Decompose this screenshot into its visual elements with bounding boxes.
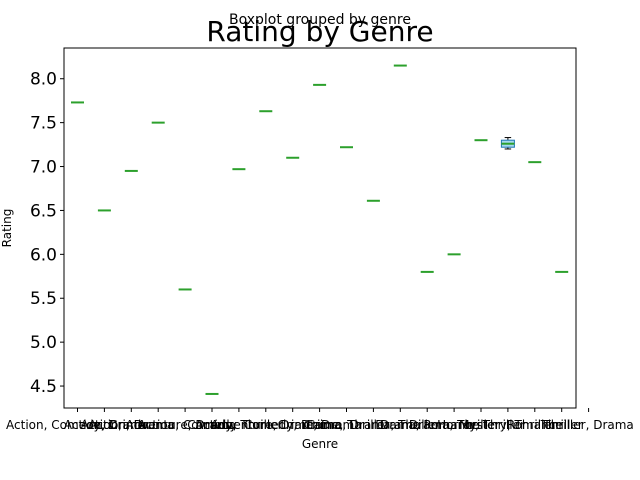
chart-title: Rating by Genre bbox=[206, 15, 433, 48]
x-tick-label: Comedy bbox=[187, 418, 237, 432]
y-tick-label: 7.5 bbox=[30, 114, 57, 134]
x-tick-label: Crime, Thriller bbox=[304, 418, 390, 432]
plot-frame bbox=[63, 47, 577, 409]
boxes-layer bbox=[71, 64, 569, 395]
x-tick-label: Action, Thriller bbox=[195, 418, 282, 432]
x-tick-label: Drama, Romance bbox=[375, 418, 479, 432]
x-tick-label: Action, Crime bbox=[64, 418, 145, 432]
x-tick-label: Drama, Thriller bbox=[409, 418, 499, 432]
x-tick-label: Action, Adventure, Drama bbox=[80, 418, 235, 432]
x-tick-label: Action, Comedy, Drama bbox=[6, 418, 149, 432]
x-tick-label: Action, Comedy bbox=[138, 418, 233, 432]
y-tick-label: 6.0 bbox=[30, 245, 57, 265]
x-tick-label: Action, Drama bbox=[88, 418, 174, 432]
x-tick-label: Mystery, Thriller bbox=[459, 418, 557, 432]
x-tick-label: Horror, Thriller bbox=[437, 418, 525, 432]
x-tick-label: Adventure, Drama bbox=[211, 418, 321, 432]
chart-suptitle: Boxplot grouped by genre bbox=[229, 12, 411, 28]
y-axis-ticks: 4.5 5.0 5.5 6.0 6.5 7.0 7.5 8.0 bbox=[30, 70, 64, 397]
y-tick-label: 8.0 bbox=[30, 70, 57, 90]
x-tick-label: Drama bbox=[380, 418, 421, 432]
x-tick-label: Crime, Drama bbox=[278, 418, 362, 432]
y-tick-label: 6.5 bbox=[30, 201, 57, 221]
box-group bbox=[500, 137, 515, 150]
x-tick-label: Thriller bbox=[540, 418, 583, 432]
x-tick-label: Comedy, Drama bbox=[244, 418, 342, 432]
y-tick-label: 7.0 bbox=[30, 158, 57, 178]
x-tick-label: Crime, Drama, Thriller bbox=[307, 418, 441, 432]
y-tick-label: 5.5 bbox=[30, 289, 57, 309]
x-tick-label: Thriller, Drama bbox=[542, 418, 633, 432]
y-axis-label: Rating bbox=[0, 209, 14, 248]
y-tick-label: 5.0 bbox=[30, 333, 57, 353]
y-tick-label: 4.5 bbox=[30, 377, 57, 397]
x-tick-label: Romance bbox=[507, 418, 563, 432]
x-axis-label: Genre bbox=[302, 437, 338, 451]
